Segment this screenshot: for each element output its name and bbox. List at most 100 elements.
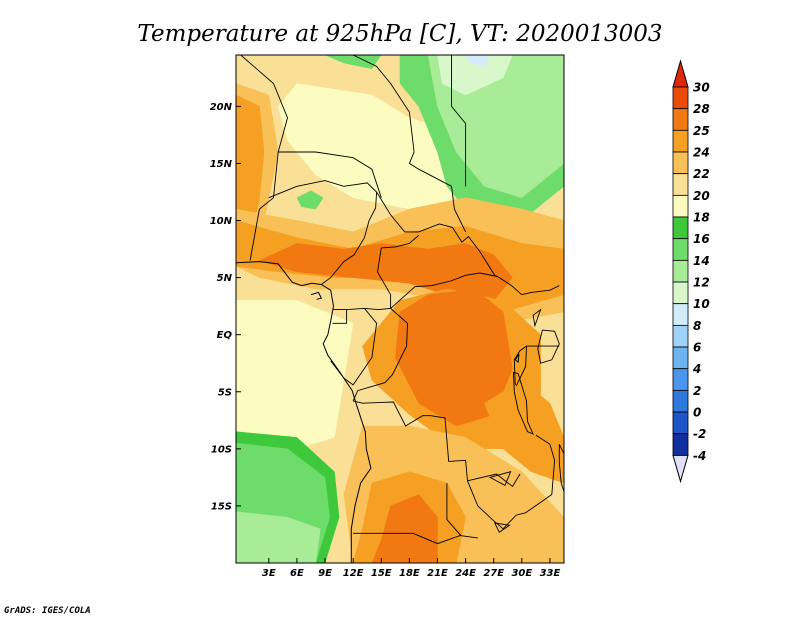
country-border-16 — [446, 483, 462, 536]
country-border-20 — [515, 346, 527, 387]
lake-outline-6 — [493, 522, 511, 533]
colorbar-label: 2 — [693, 384, 701, 398]
lake-outline-2 — [512, 371, 534, 435]
colorbar-label: 25 — [693, 124, 710, 138]
colorbar-label: -2 — [693, 427, 706, 441]
colorbar-swatch — [672, 324, 689, 348]
colorbar-swatch — [672, 259, 689, 283]
country-border-18 — [513, 345, 560, 385]
colorbar-label: 16 — [693, 232, 710, 246]
colorbar-max-arrow — [672, 59, 689, 88]
x-tick-label: 3E — [262, 568, 276, 579]
temp-region-green-northeast-core — [437, 55, 513, 96]
colorbar-label: 6 — [693, 341, 701, 355]
temp-region-se-warm — [483, 379, 564, 484]
colorbar-label: 10 — [693, 297, 710, 311]
colorbar-swatch — [672, 411, 689, 435]
lake-outline-4 — [488, 471, 512, 487]
y-tick-label: EQ — [217, 330, 233, 341]
colorbar-swatch — [672, 151, 689, 175]
x-tick-label: 24E — [455, 568, 476, 579]
colorbar-swatch — [672, 281, 689, 305]
colorbar-label: 0 — [693, 406, 701, 420]
country-border-6 — [376, 191, 523, 296]
map-axes: 3E 6E 9E 12E 15E 18E 21E 24E 27E 30E 33E 20N 15N 10N 5… — [210, 102, 561, 579]
country-border-9 — [390, 272, 498, 309]
colorbar-swatch — [672, 368, 689, 391]
x-tick-label: 27E — [483, 568, 504, 579]
colorbar-label: 8 — [693, 319, 701, 333]
temp-region-blue-northeast — [465, 55, 490, 67]
coastline-0 — [236, 261, 372, 563]
country-border-21 — [525, 434, 556, 514]
y-tick-label: 15S — [211, 501, 232, 512]
colorbar-label: 12 — [693, 276, 710, 290]
colorbar-label: 30 — [693, 81, 710, 95]
colorbar-swatch — [672, 173, 689, 196]
colorbar-swatch — [672, 194, 689, 218]
country-border-3 — [451, 55, 467, 187]
x-tick-label: 6E — [290, 568, 304, 579]
grads-credit: GrADS: IGES/COLA — [4, 606, 91, 616]
colorbar-label: 20 — [693, 189, 710, 203]
colorbar-swatch — [672, 238, 689, 261]
temp-region-green-north-rim — [324, 55, 382, 69]
colorbar-swatch — [672, 433, 689, 456]
colorbar-label: 24 — [693, 146, 710, 160]
colorbar-label: 18 — [693, 211, 710, 225]
x-tick-label: 9E — [318, 568, 332, 579]
colorbar-swatch — [672, 86, 689, 110]
country-border-11 — [332, 309, 348, 324]
colorbar-min-arrow — [672, 454, 689, 484]
temp-region-angola-hottest — [371, 494, 438, 563]
y-tick-label: 5S — [218, 387, 232, 398]
country-border-8 — [377, 247, 392, 309]
country-border-14 — [352, 400, 521, 488]
colorbar-label: 28 — [693, 102, 710, 116]
country-border-12 — [330, 308, 378, 386]
lake-outline-1 — [537, 329, 560, 364]
country-border-5 — [268, 180, 378, 285]
colorbar-swatch — [672, 303, 689, 326]
chart-title: Temperature at 925hPa [C], VT: 202001300… — [137, 21, 662, 47]
colorbar-label: 22 — [693, 167, 710, 181]
country-border-17 — [467, 480, 526, 530]
country-border-13 — [352, 308, 408, 402]
temp-region-sw-green-core — [236, 511, 321, 563]
country-border-1 — [278, 151, 382, 198]
coastline-1 — [310, 291, 323, 300]
colorbar-swatch — [672, 346, 689, 370]
country-border-2 — [352, 55, 467, 233]
x-tick-label: 30E — [511, 568, 532, 579]
temp-region-sahel-core — [258, 243, 513, 301]
temp-region-chad-green-blob — [296, 190, 324, 210]
country-border-15 — [353, 532, 478, 545]
x-tick-label: 12E — [343, 568, 364, 579]
colorbar-label: 4 — [692, 362, 701, 376]
country-border-19 — [521, 285, 560, 296]
x-tick-label: 21E — [427, 568, 448, 579]
colorbar-label: 14 — [693, 254, 710, 268]
lake-outline-5 — [514, 353, 520, 363]
temp-region-atlantic-cool — [236, 300, 354, 450]
y-tick-label: 15N — [210, 159, 233, 170]
colorbar-swatch — [672, 216, 689, 240]
colorbar-swatch — [672, 108, 689, 131]
colorbar-label: -4 — [693, 449, 706, 463]
colorbar-swatch — [672, 389, 689, 413]
y-tick-label: 10S — [211, 444, 232, 455]
y-tick-label: 5N — [217, 273, 233, 284]
x-tick-label: 18E — [399, 568, 420, 579]
y-tick-label: 20N — [210, 102, 233, 113]
x-tick-label: 15E — [371, 568, 392, 579]
x-tick-label: 33E — [540, 568, 561, 579]
lake-outline-0 — [532, 308, 542, 328]
colorbar-swatch — [672, 129, 689, 153]
temp-region-congo-hottest — [427, 293, 494, 358]
map-frame — [235, 54, 565, 564]
y-tick-label: 10N — [210, 216, 233, 227]
map-plot-area — [236, 55, 564, 563]
country-border-7 — [381, 235, 419, 249]
